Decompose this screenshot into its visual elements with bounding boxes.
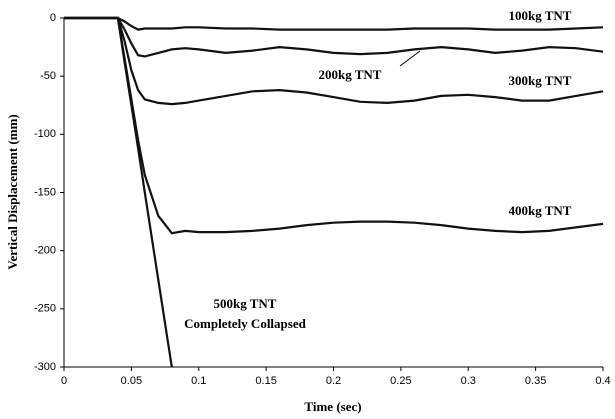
x-tick-label: 0.2 — [326, 375, 341, 387]
series-label: 300kg TNT — [509, 73, 572, 88]
leader-line — [399, 50, 421, 67]
x-tick-label: 0 — [61, 375, 67, 387]
y-tick-label: -250 — [34, 303, 56, 315]
y-tick-label: -300 — [34, 361, 56, 373]
series-line — [64, 16, 604, 106]
x-tick-label: 0.1 — [191, 375, 206, 387]
x-tick-label: 0.05 — [121, 375, 142, 387]
series-label: 500kg TNT — [214, 296, 277, 311]
series-label: 100kg TNT — [509, 8, 572, 23]
x-axis-label: Time (sec) — [304, 399, 361, 414]
y-tick-label: -100 — [34, 128, 56, 140]
annotation: Completely Collapsed — [184, 316, 306, 331]
series-line — [64, 16, 604, 58]
series-line — [64, 16, 173, 368]
x-tick-label: 0.4 — [595, 375, 610, 387]
series-label: 200kg TNT — [319, 67, 382, 82]
y-tick-label: 0 — [50, 12, 56, 24]
y-tick-label: -150 — [34, 186, 56, 198]
y-axis-label: Vertical Displacement (mm) — [5, 114, 20, 269]
x-tick-label: 0.25 — [390, 375, 411, 387]
y-tick-label: -200 — [34, 245, 56, 257]
series-label: 400kg TNT — [509, 203, 572, 218]
y-tick-label: -50 — [40, 70, 56, 82]
series-line — [64, 16, 604, 31]
x-tick-label: 0.3 — [461, 375, 476, 387]
x-tick-label: 0.15 — [255, 375, 276, 387]
x-tick-label: 0.35 — [525, 375, 546, 387]
